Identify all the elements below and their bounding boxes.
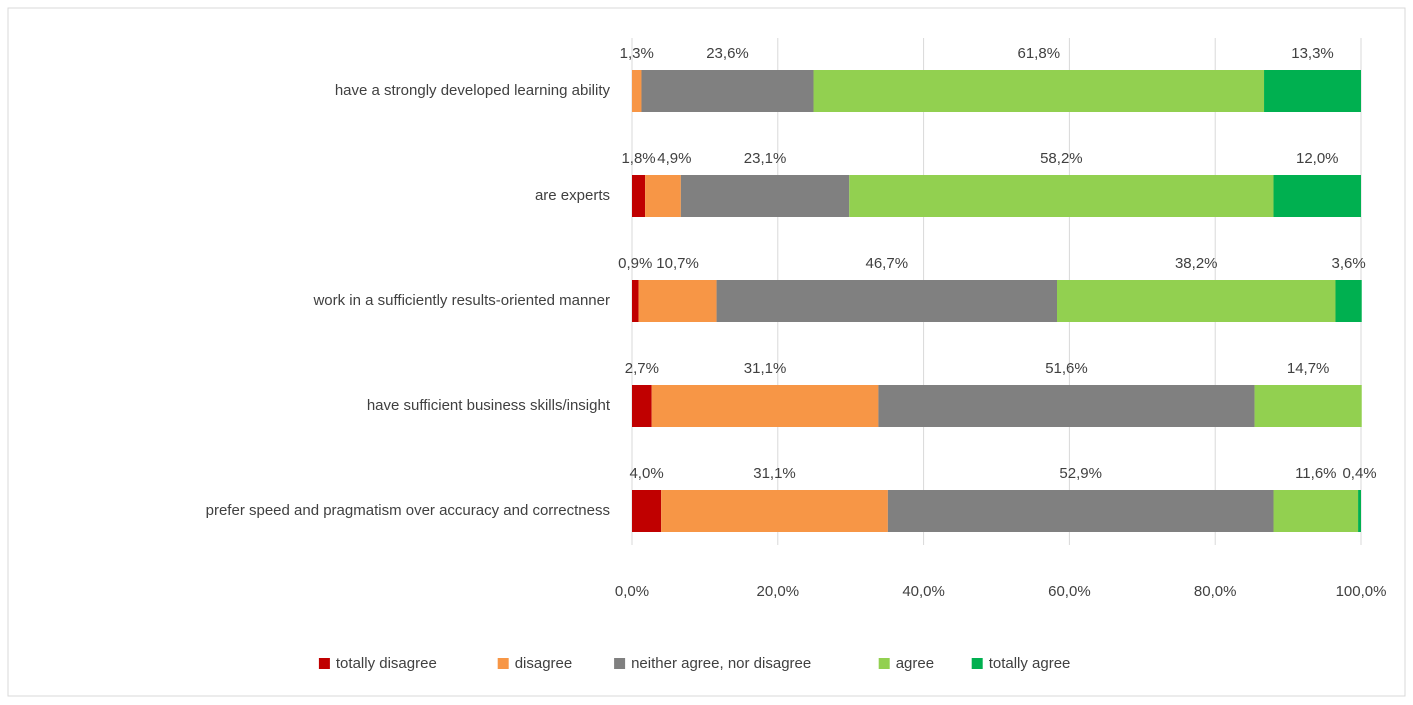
legend-swatch (614, 658, 626, 669)
legend-label: totally agree (989, 655, 1071, 672)
bar-segment (632, 70, 642, 112)
category-label: have a strongly developed learning abili… (335, 82, 611, 99)
bar-segment (1057, 280, 1336, 322)
bar-segment (641, 70, 814, 112)
data-label: 51,6% (1045, 360, 1088, 377)
data-label: 46,7% (866, 255, 909, 272)
data-label: 31,1% (744, 360, 787, 377)
bar-segment (632, 175, 646, 217)
data-label: 4,0% (629, 465, 663, 482)
bar-segment (716, 280, 1058, 322)
data-label: 10,7% (656, 255, 699, 272)
chart-frame (7, 7, 1406, 697)
x-tick-label: 0,0% (615, 583, 649, 600)
bar-segment (632, 280, 639, 322)
bar-segment (1358, 490, 1361, 532)
data-label: 31,1% (753, 465, 796, 482)
x-tick-label: 20,0% (757, 583, 800, 600)
bar-segment (1273, 490, 1359, 532)
legend-label: totally disagree (336, 655, 437, 672)
bar-segment (1254, 385, 1362, 427)
bar-segment (661, 490, 888, 532)
bar-segment (813, 70, 1265, 112)
legend-swatch (878, 658, 890, 669)
x-tick-label: 40,0% (902, 583, 945, 600)
data-label: 1,3% (620, 45, 654, 62)
bar-segment (849, 175, 1274, 217)
bar-segment (1335, 280, 1362, 322)
data-label: 1,8% (621, 150, 655, 167)
data-label: 0,4% (1342, 465, 1376, 482)
bar-segment (878, 385, 1255, 427)
data-label: 23,1% (744, 150, 787, 167)
x-tick-label: 60,0% (1048, 583, 1091, 600)
data-label: 14,7% (1287, 360, 1330, 377)
data-label: 61,8% (1018, 45, 1061, 62)
legend-label: agree (896, 655, 934, 672)
legend-swatch (971, 658, 983, 669)
data-label: 23,6% (706, 45, 749, 62)
legend-label: disagree (515, 655, 573, 672)
data-label: 13,3% (1291, 45, 1334, 62)
data-label: 2,7% (625, 360, 659, 377)
x-tick-label: 100,0% (1336, 583, 1387, 600)
category-label: prefer speed and pragmatism over accurac… (206, 502, 610, 519)
bar-segment (887, 490, 1274, 532)
legend-label: neither agree, nor disagree (631, 655, 811, 672)
bar-segment (638, 280, 717, 322)
x-tick-label: 80,0% (1194, 583, 1237, 600)
bar-segment (1273, 175, 1361, 217)
data-label: 52,9% (1059, 465, 1102, 482)
bar-segment (632, 490, 662, 532)
data-label: 11,6% (1295, 465, 1336, 482)
bar-segment (651, 385, 879, 427)
data-label: 0,9% (618, 255, 652, 272)
data-label: 38,2% (1175, 255, 1218, 272)
legend-swatch (497, 658, 509, 669)
data-label: 58,2% (1040, 150, 1083, 167)
data-label: 4,9% (657, 150, 691, 167)
data-label: 12,0% (1296, 150, 1339, 167)
data-label: 3,6% (1332, 255, 1366, 272)
bar-segment (680, 175, 850, 217)
category-label: have sufficient business skills/insight (367, 397, 611, 414)
bar-segment (632, 385, 652, 427)
category-label: work in a sufficiently results-oriented … (312, 292, 610, 309)
bar-segment (1264, 70, 1361, 112)
category-label: are experts (535, 187, 610, 204)
bar-segment (645, 175, 681, 217)
legend-swatch (318, 658, 330, 669)
